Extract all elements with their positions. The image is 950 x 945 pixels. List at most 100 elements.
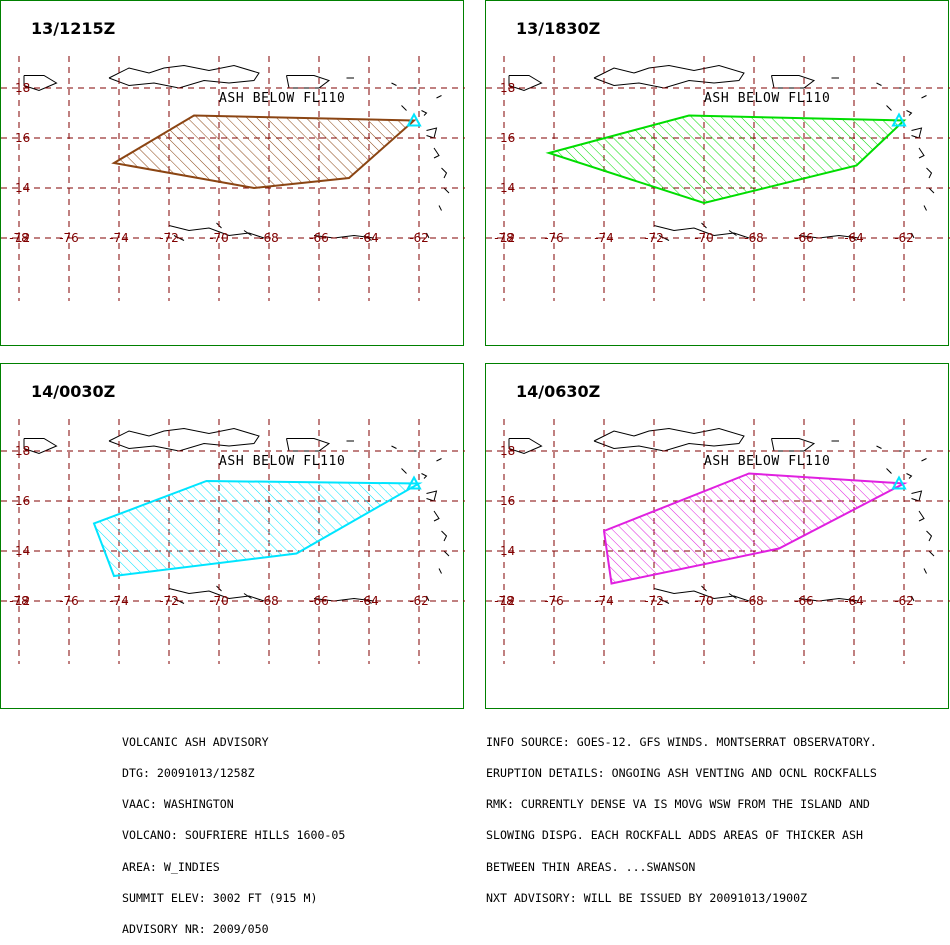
coastline bbox=[508, 75, 543, 92]
coastline bbox=[928, 187, 935, 194]
latitude-tick-label: 14 bbox=[500, 181, 515, 195]
latitude-tick-label: 14 bbox=[15, 181, 30, 195]
coastline bbox=[243, 593, 252, 599]
panel-title: 14/0630Z bbox=[516, 382, 601, 401]
coastline bbox=[923, 205, 927, 211]
coastline bbox=[108, 64, 260, 89]
longitude-tick-label: -76 bbox=[544, 594, 564, 608]
coastline bbox=[401, 468, 407, 474]
advisory-line: DTG: 20091013/1258Z bbox=[122, 766, 255, 781]
longitude-tick-label: -68 bbox=[744, 594, 764, 608]
map-canvas: -78 -76 -74 -72 -70 -68 -66 -64 -62 18 16 14 12 ASH B… bbox=[1, 419, 465, 664]
coastline bbox=[926, 530, 933, 542]
longitude-tick-label: -62 bbox=[409, 231, 429, 245]
advisory-line: VAAC: WASHINGTON bbox=[122, 797, 234, 812]
latitude-tick-label: 18 bbox=[500, 81, 515, 95]
volcano-icon bbox=[406, 112, 422, 127]
longitude-tick-label: -68 bbox=[744, 231, 764, 245]
longitude-tick-label: -76 bbox=[59, 594, 79, 608]
advisory-line: RMK: CURRENTLY DENSE VA IS MOVG WSW FROM… bbox=[486, 797, 870, 812]
coastline bbox=[391, 82, 397, 86]
latitude-tick-label: 12 bbox=[15, 231, 30, 245]
longitude-tick-label: -66 bbox=[794, 594, 814, 608]
coastline-group bbox=[23, 64, 450, 241]
coastline bbox=[401, 105, 407, 111]
coastline bbox=[313, 234, 375, 239]
longitude-tick-label: -66 bbox=[309, 594, 329, 608]
longitude-tick-label: -64 bbox=[359, 594, 379, 608]
coastline bbox=[23, 75, 58, 92]
ash-polygon bbox=[602, 472, 908, 585]
coastline bbox=[923, 568, 927, 574]
coastline bbox=[928, 550, 935, 557]
longitude-tick-label: -72 bbox=[159, 231, 179, 245]
longitude-tick-label: -64 bbox=[359, 231, 379, 245]
coastline bbox=[911, 127, 923, 139]
forecast-panel-2: -78 -76 -74 -72 -70 -68 -66 -64 -62 18 16 14 12 ASH B… bbox=[485, 0, 950, 346]
coastline bbox=[313, 597, 375, 602]
coastline bbox=[593, 427, 745, 452]
longitude-tick-label: -70 bbox=[209, 231, 229, 245]
coastline bbox=[771, 75, 816, 89]
coastline bbox=[798, 234, 860, 239]
coastline bbox=[886, 468, 892, 474]
coastline bbox=[436, 95, 442, 99]
advisory-header-text: VOLCANIC ASH ADVISORY DTG: 20091013/1258… bbox=[122, 716, 345, 945]
longitude-tick-label: -72 bbox=[644, 231, 664, 245]
coastline bbox=[443, 187, 450, 194]
forecast-panel-4: -78 -76 -74 -72 -70 -68 -66 -64 -62 18 16 14 12 ASH B… bbox=[485, 363, 950, 709]
coastline bbox=[508, 438, 543, 455]
advisory-line: SLOWING DISPG. EACH ROCKFALL ADDS AREAS … bbox=[486, 828, 863, 843]
coastline bbox=[876, 445, 882, 449]
coastline bbox=[906, 110, 913, 116]
volcano-icon bbox=[406, 475, 422, 490]
advisory-line: SUMMIT ELEV: 3002 FT (915 M) bbox=[122, 890, 318, 905]
longitude-tick-label: -78 bbox=[494, 594, 514, 608]
coastline bbox=[911, 490, 923, 502]
coastline bbox=[918, 510, 925, 522]
coastline bbox=[286, 75, 331, 89]
coastline bbox=[653, 588, 750, 602]
ash-level-label: ASH BELOW FL110 bbox=[704, 91, 830, 106]
longitude-tick-label: -74 bbox=[594, 231, 614, 245]
coastline bbox=[441, 167, 448, 179]
coastline bbox=[906, 473, 913, 479]
longitude-tick-label: -74 bbox=[109, 231, 129, 245]
latitude-tick-label: 16 bbox=[500, 494, 515, 508]
coastline bbox=[798, 597, 860, 602]
map-canvas: -78 -76 -74 -72 -70 -68 -66 -64 -62 18 16 14 12 ASH B… bbox=[486, 419, 950, 664]
latitude-tick-label: 18 bbox=[15, 81, 30, 95]
longitude-tick-label: -74 bbox=[109, 594, 129, 608]
panel-title: 13/1830Z bbox=[516, 19, 601, 38]
coastline bbox=[653, 225, 750, 239]
latitude-tick-label: 16 bbox=[15, 494, 30, 508]
longitude-tick-label: -78 bbox=[9, 231, 29, 245]
latitude-tick-label: 14 bbox=[500, 544, 515, 558]
latitude-tick-label: 14 bbox=[15, 544, 30, 558]
coastline bbox=[921, 458, 927, 462]
longitude-tick-label: -62 bbox=[894, 594, 914, 608]
panel-title: 14/0030Z bbox=[31, 382, 116, 401]
coastline bbox=[771, 438, 816, 452]
volcano-icon bbox=[891, 475, 907, 490]
map-canvas: -78 -76 -74 -72 -70 -68 -66 -64 -62 18 16 14 12 ASH B… bbox=[1, 56, 465, 301]
longitude-tick-label: -68 bbox=[259, 594, 279, 608]
ash-level-label: ASH BELOW FL110 bbox=[704, 454, 830, 469]
coastline bbox=[426, 595, 430, 602]
coastline bbox=[426, 490, 438, 502]
coastline bbox=[911, 232, 915, 239]
longitude-tick-label: -70 bbox=[694, 231, 714, 245]
coastline bbox=[426, 127, 438, 139]
longitude-tick-label: -78 bbox=[494, 231, 514, 245]
map-canvas: -78 -76 -74 -72 -70 -68 -66 -64 -62 18 16 14 12 ASH B… bbox=[486, 56, 950, 301]
longitude-tick-label: -62 bbox=[894, 231, 914, 245]
coastline bbox=[391, 445, 397, 449]
ash-level-label: ASH BELOW FL110 bbox=[219, 91, 345, 106]
coastline bbox=[911, 595, 915, 602]
coastline bbox=[436, 458, 442, 462]
latitude-tick-label: 18 bbox=[15, 444, 30, 458]
coastline bbox=[168, 225, 265, 239]
coastline bbox=[438, 205, 442, 211]
coastline bbox=[728, 593, 737, 599]
coastline bbox=[433, 147, 440, 159]
